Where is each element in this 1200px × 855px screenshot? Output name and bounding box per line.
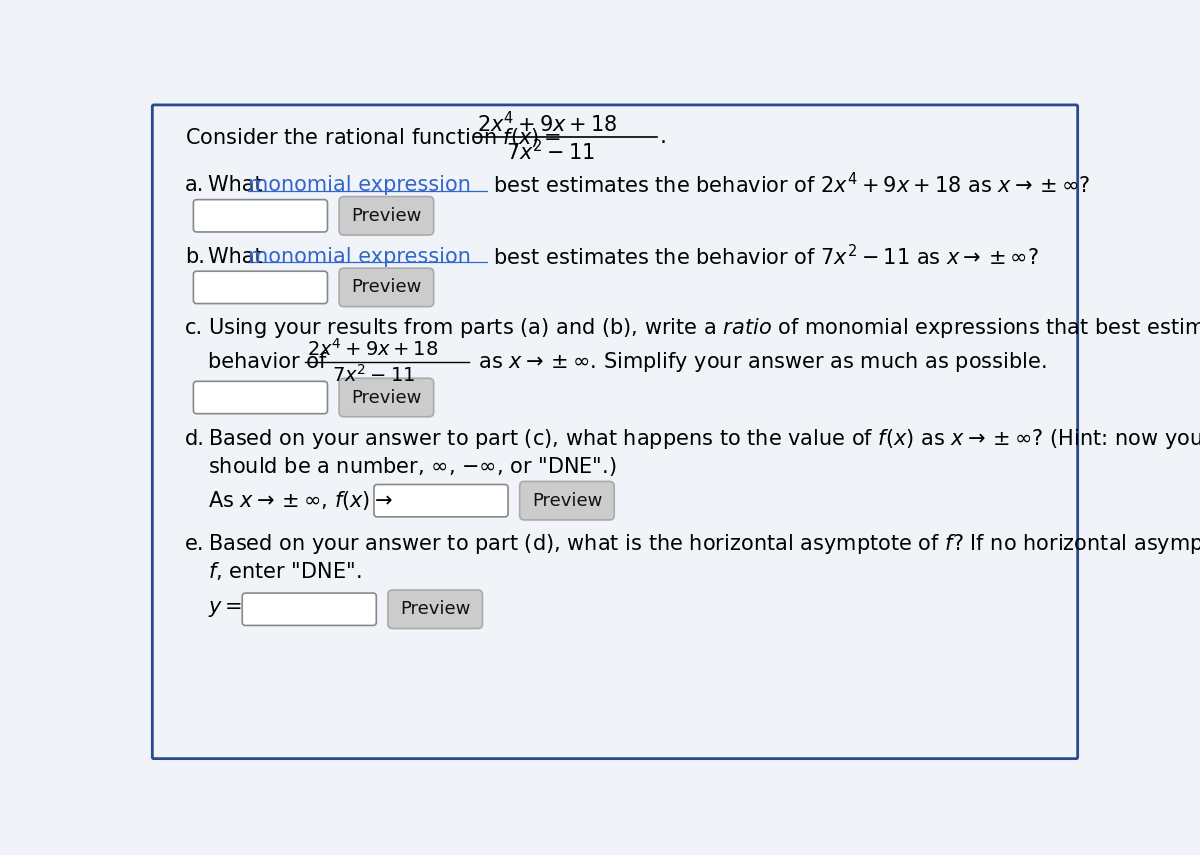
Text: Preview: Preview [352,279,421,297]
Text: monomial expression: monomial expression [248,246,472,267]
Text: $7x^2 - 11$: $7x^2 - 11$ [506,139,595,163]
FancyBboxPatch shape [374,485,508,517]
Text: Using your results from parts (a) and (b), write a $\mathit{ratio}$ of monomial : Using your results from parts (a) and (b… [208,316,1200,340]
FancyBboxPatch shape [242,593,377,625]
Text: $f$, enter "DNE".: $f$, enter "DNE". [208,560,361,581]
Text: What: What [208,246,269,267]
Text: $y =$: $y =$ [208,599,242,619]
FancyBboxPatch shape [388,590,482,628]
Text: As $x \to \pm\infty$, $f(x) \to$: As $x \to \pm\infty$, $f(x) \to$ [208,489,392,512]
Text: c.: c. [185,318,203,339]
Text: best estimates the behavior of $2x^4 + 9x + 18$ as $x \to \pm\infty$?: best estimates the behavior of $2x^4 + 9… [487,173,1090,198]
Text: .: . [660,127,667,147]
FancyBboxPatch shape [152,105,1078,758]
Text: a.: a. [185,175,204,195]
FancyBboxPatch shape [340,378,433,416]
FancyBboxPatch shape [193,271,328,304]
Text: Preview: Preview [400,600,470,618]
Text: $2x^4 + 9x + 18$: $2x^4 + 9x + 18$ [478,111,618,136]
Text: Preview: Preview [352,207,421,225]
FancyBboxPatch shape [193,199,328,232]
Text: $7x^2 - 11$: $7x^2 - 11$ [332,364,415,386]
Text: Based on your answer to part (d), what is the horizontal asymptote of $f$? If no: Based on your answer to part (d), what i… [208,532,1200,556]
Text: best estimates the behavior of $7x^2 - 11$ as $x \to \pm\infty$?: best estimates the behavior of $7x^2 - 1… [487,244,1039,269]
FancyBboxPatch shape [193,381,328,414]
Text: monomial expression: monomial expression [248,175,472,195]
Text: $2x^4 + 9x + 18$: $2x^4 + 9x + 18$ [307,338,439,360]
Text: Consider the rational function $f(x) =$: Consider the rational function $f(x) =$ [185,126,560,149]
Text: should be a number, $\infty$, $-\infty$, or "DNE".): should be a number, $\infty$, $-\infty$,… [208,455,617,478]
Text: b.: b. [185,246,205,267]
Text: Preview: Preview [532,492,602,510]
Text: Based on your answer to part (c), what happens to the value of $f(x)$ as $x \to : Based on your answer to part (c), what h… [208,428,1200,451]
Text: behavior of: behavior of [208,352,326,372]
Text: e.: e. [185,534,204,554]
Text: Preview: Preview [352,388,421,406]
Text: d.: d. [185,429,205,449]
Text: What: What [208,175,269,195]
Text: as $x \to \pm\infty$. Simplify your answer as much as possible.: as $x \to \pm\infty$. Simplify your answ… [472,350,1046,374]
FancyBboxPatch shape [520,481,614,520]
FancyBboxPatch shape [340,197,433,235]
FancyBboxPatch shape [340,268,433,307]
